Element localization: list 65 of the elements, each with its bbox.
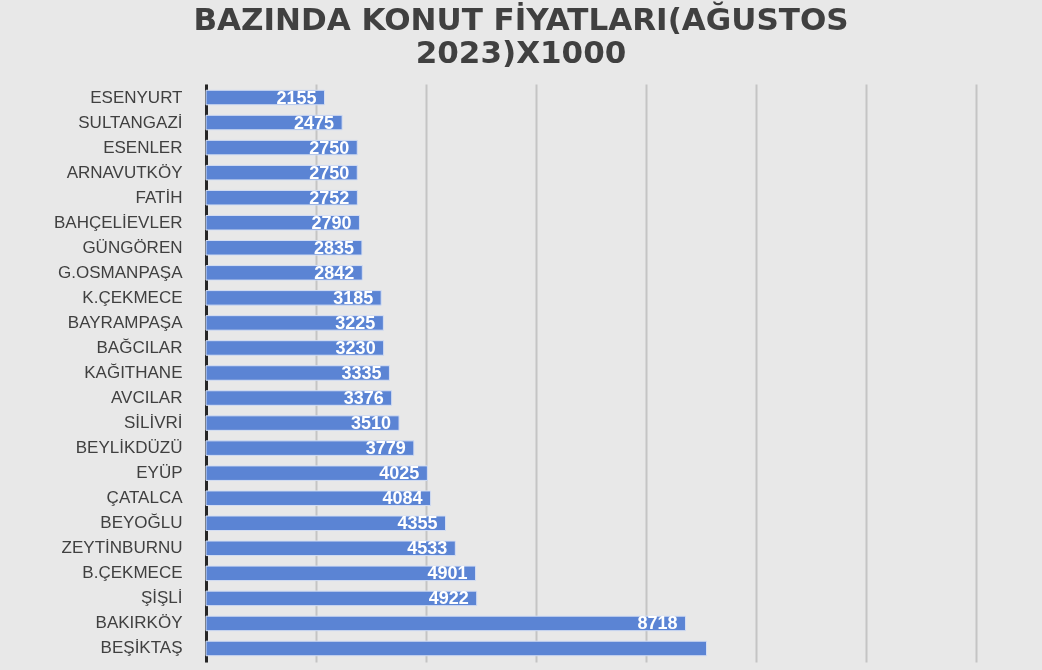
data-label: 2842 [314, 262, 355, 283]
bar [205, 365, 390, 381]
bar [205, 315, 384, 331]
y-tick-label: BEYLİKDÜZÜ [75, 438, 183, 458]
y-tick-label: BEYOĞLU [100, 513, 183, 533]
y-tick-label: ŞİŞLİ [140, 588, 183, 608]
data-label: 4025 [379, 463, 420, 484]
data-label: 3510 [351, 413, 392, 434]
y-tick-label: BAYRAMPAŞA [67, 312, 184, 332]
data-label: 2835 [313, 237, 354, 258]
data-label: 2750 [309, 137, 350, 158]
bar [205, 590, 478, 607]
data-label: 3376 [343, 388, 384, 409]
data-label: 2475 [294, 112, 335, 133]
y-tick-label: K.ÇEKMECE [82, 287, 183, 307]
y-tick-label: BEŞİKTAŞ [100, 638, 183, 658]
y-tick-label: BAHÇELİEVLER [54, 212, 183, 232]
data-label: 4901 [427, 563, 468, 584]
bar [205, 515, 447, 532]
data-label: 2155 [276, 87, 317, 108]
bar [205, 565, 477, 582]
data-label: 3779 [365, 438, 406, 459]
data-label: 4084 [382, 488, 423, 509]
data-label: 2790 [311, 212, 352, 233]
y-tick-label: ZEYTİNBURNU [61, 538, 183, 558]
data-label: 4533 [407, 538, 448, 559]
y-tick-label: B.ÇEKMECE [82, 563, 183, 583]
y-tick-label: BAĞCILAR [96, 337, 183, 357]
data-label: 2752 [309, 187, 350, 208]
y-tick-label: AVCILAR [111, 388, 183, 408]
y-tick-label: SULTANGAZİ [78, 112, 183, 132]
y-tick-label: GÜNGÖREN [82, 237, 183, 257]
bar [205, 490, 432, 506]
data-label: 8718 [637, 613, 678, 634]
data-label: 3185 [333, 287, 374, 308]
data-label: 3230 [335, 337, 376, 358]
data-label: 3335 [341, 363, 382, 383]
y-tick-label: ESENLER [103, 137, 183, 157]
bar [205, 540, 456, 557]
data-label: 2750 [309, 162, 350, 183]
data-label: 3225 [335, 312, 376, 333]
bar [205, 164, 358, 181]
data-label: 4355 [397, 513, 438, 534]
y-tick-label: EYÜP [136, 463, 183, 483]
bar [205, 390, 393, 406]
chart-title: BAZINDA KONUT FİYATLARI(AĞUSTOS 2023)X1000 [193, 1, 849, 70]
bar [205, 214, 360, 231]
bar [205, 415, 400, 431]
y-tick-label: BAKIRKÖY [95, 613, 183, 633]
y-tick-label: FATİH [135, 187, 183, 207]
bar [205, 290, 382, 306]
y-tick-label: G.OSMANPAŞA [58, 262, 184, 282]
data-label: 4922 [428, 588, 469, 609]
bar [205, 440, 415, 456]
y-tick-label: ÇATALCA [106, 488, 184, 508]
y-tick-label: ARNAVUTKÖY [66, 162, 183, 182]
bar [205, 189, 358, 206]
bar [205, 615, 686, 632]
bar [205, 139, 358, 156]
bar [205, 640, 707, 657]
y-tick-label: SİLİVRİ [123, 413, 183, 433]
bar [205, 340, 385, 356]
y-tick-label: KAĞITHANE [84, 363, 183, 382]
y-tick-label: ESENYURT [90, 87, 183, 107]
bar [205, 465, 428, 481]
